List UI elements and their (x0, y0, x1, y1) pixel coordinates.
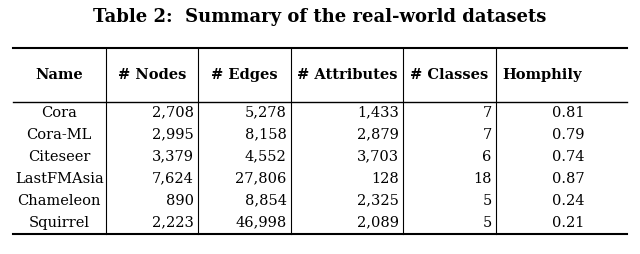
Text: Citeseer: Citeseer (28, 150, 90, 164)
Text: Chameleon: Chameleon (17, 194, 101, 208)
Text: Squirrel: Squirrel (29, 216, 90, 230)
Text: 6: 6 (482, 150, 492, 164)
Text: 46,998: 46,998 (236, 216, 287, 230)
Text: Homphily: Homphily (502, 68, 582, 82)
Text: 0.79: 0.79 (552, 128, 584, 142)
Text: Name: Name (35, 68, 83, 82)
Text: 7,624: 7,624 (152, 172, 194, 186)
Text: 2,995: 2,995 (152, 128, 194, 142)
Text: 0.74: 0.74 (552, 150, 584, 164)
Text: 0.24: 0.24 (552, 194, 584, 208)
Text: 7: 7 (483, 128, 492, 142)
Text: 2,708: 2,708 (152, 106, 194, 120)
Text: # Attributes: # Attributes (297, 68, 397, 82)
Text: # Edges: # Edges (211, 68, 278, 82)
Text: 1,433: 1,433 (357, 106, 399, 120)
Text: 0.21: 0.21 (552, 216, 584, 230)
Text: 5: 5 (483, 216, 492, 230)
Text: 27,806: 27,806 (236, 172, 287, 186)
Text: 890: 890 (166, 194, 194, 208)
Text: 0.87: 0.87 (552, 172, 584, 186)
Text: LastFMAsia: LastFMAsia (15, 172, 104, 186)
Text: # Classes: # Classes (410, 68, 489, 82)
Text: 7: 7 (483, 106, 492, 120)
Text: 0.81: 0.81 (552, 106, 584, 120)
Text: Cora-ML: Cora-ML (26, 128, 92, 142)
Text: 3,703: 3,703 (356, 150, 399, 164)
Text: # Nodes: # Nodes (118, 68, 186, 82)
Text: 5,278: 5,278 (245, 106, 287, 120)
Text: 18: 18 (473, 172, 492, 186)
Text: 4,552: 4,552 (245, 150, 287, 164)
Text: Table 2:  Summary of the real-world datasets: Table 2: Summary of the real-world datas… (93, 8, 547, 26)
Text: 2,325: 2,325 (357, 194, 399, 208)
Text: 128: 128 (371, 172, 399, 186)
Text: 2,879: 2,879 (357, 128, 399, 142)
Text: 2,223: 2,223 (152, 216, 194, 230)
Text: 8,854: 8,854 (244, 194, 287, 208)
Text: 3,379: 3,379 (152, 150, 194, 164)
Text: Cora: Cora (41, 106, 77, 120)
Text: 5: 5 (483, 194, 492, 208)
Text: 2,089: 2,089 (356, 216, 399, 230)
Text: 8,158: 8,158 (245, 128, 287, 142)
